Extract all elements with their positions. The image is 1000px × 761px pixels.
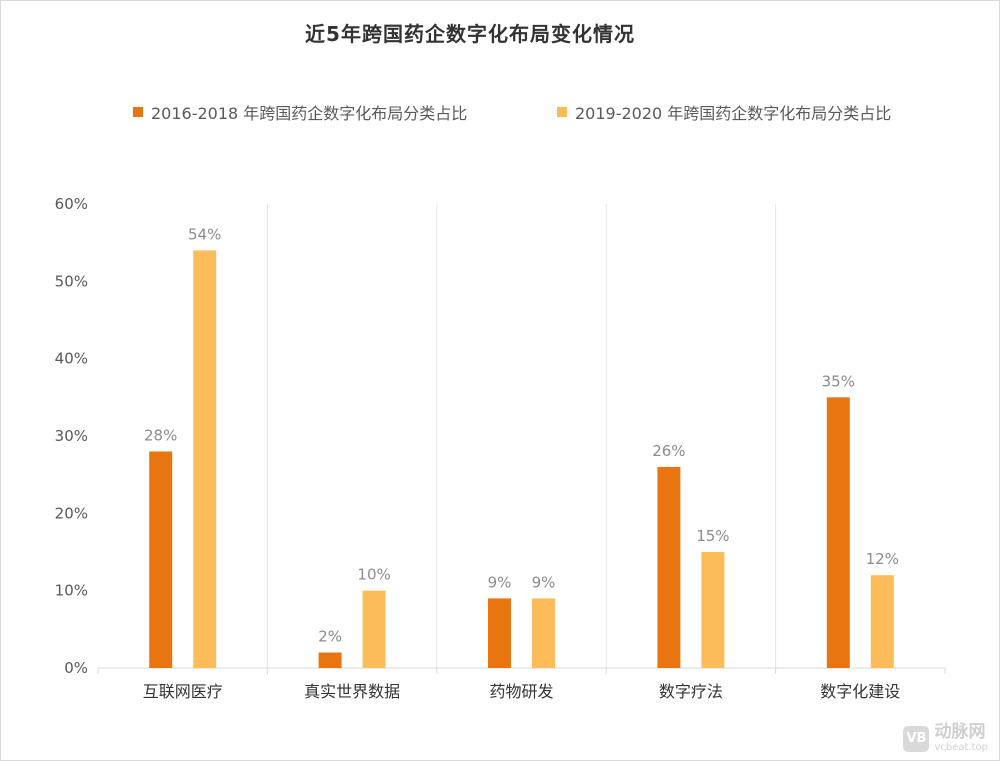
- data-label-series-2: 15%: [696, 527, 729, 545]
- legend: 2016-2018 年跨国药企数字化布局分类占比 2019-2020 年跨国药企…: [0, 100, 1000, 124]
- data-label-series-1: 28%: [144, 426, 177, 444]
- y-tick-label: 20%: [55, 504, 88, 522]
- data-label-series-1: 9%: [488, 573, 512, 591]
- bar-series-2: [870, 575, 894, 668]
- x-category-label: 互联网医疗: [143, 682, 223, 701]
- data-label-series-1: 26%: [652, 442, 685, 460]
- watermark: VB 动脉网 vcbeat.top: [903, 724, 988, 753]
- bar-series-1: [149, 451, 173, 668]
- watermark-url: vcbeat.top: [934, 742, 988, 753]
- data-label-series-1: 2%: [318, 628, 342, 646]
- chart-title: 近5年跨国药企数字化布局变化情况: [305, 22, 635, 46]
- legend-label-series-1: 2016-2018 年跨国药企数字化布局分类占比: [151, 104, 468, 123]
- legend-swatch-series-2: [557, 107, 567, 117]
- bar-series-2: [532, 598, 555, 668]
- watermark-name: 动脉网: [934, 722, 986, 742]
- data-label-series-2: 9%: [532, 573, 556, 591]
- data-label-series-2: 54%: [188, 225, 221, 243]
- y-tick-label: 40%: [55, 350, 88, 368]
- legend-item-series-2: 2019-2020 年跨国药企数字化布局分类占比: [557, 100, 891, 124]
- bar-series-2: [701, 552, 725, 668]
- bar-series-1: [826, 397, 850, 668]
- bar-series-1: [318, 652, 342, 668]
- watermark-logo-icon: VB: [903, 725, 930, 752]
- bar-series-1: [657, 466, 681, 668]
- data-label-series-1: 35%: [822, 372, 855, 390]
- legend-label-series-2: 2019-2020 年跨国药企数字化布局分类占比: [575, 104, 892, 123]
- data-label-series-2: 10%: [357, 566, 390, 584]
- legend-item-series-1: 2016-2018 年跨国药企数字化布局分类占比: [133, 100, 467, 124]
- y-tick-label: 50%: [55, 272, 88, 290]
- y-tick-label: 60%: [55, 195, 88, 213]
- x-category-label: 真实世界数据: [304, 682, 400, 701]
- legend-swatch-series-1: [133, 107, 143, 117]
- x-category-label: 数字化建设: [820, 682, 900, 701]
- bar-series-1: [488, 598, 511, 668]
- bar-series-2: [362, 590, 386, 668]
- bar-series-2: [193, 250, 217, 668]
- data-label-series-2: 12%: [866, 550, 899, 568]
- y-tick-label: 30%: [55, 427, 88, 445]
- x-category-label: 药物研发: [489, 682, 553, 701]
- y-tick-label: 0%: [64, 659, 88, 677]
- y-tick-label: 10%: [55, 582, 88, 600]
- x-category-label: 数字疗法: [659, 682, 723, 701]
